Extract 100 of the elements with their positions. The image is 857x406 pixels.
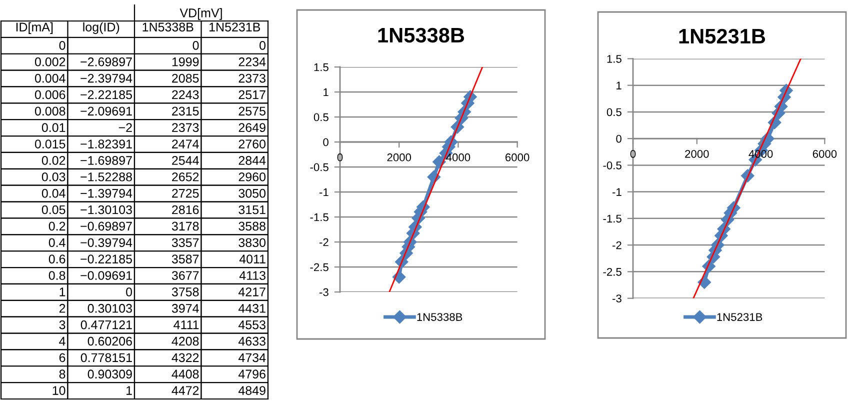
- data-label: 0.006: [34, 90, 66, 100]
- y-tick-label: -1.5: [603, 214, 622, 223]
- data-label: 0.60206: [88, 336, 132, 346]
- data-label: 2960: [238, 172, 266, 182]
- data-label: 2243: [172, 90, 199, 100]
- data-label: −0.09691: [80, 271, 132, 280]
- x-tick-label: log(ID): [83, 22, 120, 34]
- data-label: 2649: [238, 123, 266, 132]
- data-label: 4472: [172, 386, 199, 395]
- data-label: 0.4: [48, 238, 66, 248]
- data-label: 3: [59, 320, 66, 330]
- data-label: 0.477121: [80, 320, 132, 330]
- data-label: 3050: [238, 188, 266, 198]
- data-label: 2315: [172, 106, 199, 116]
- y-tick-label: -2.5: [310, 263, 328, 272]
- x-tick-label: 2000: [685, 150, 709, 158]
- data-label: 2474: [172, 140, 199, 148]
- data-label: 4208: [172, 336, 199, 346]
- y-tick-label: 0: [616, 134, 622, 143]
- data-label: 4217: [238, 288, 266, 296]
- data-label: 2085: [172, 74, 199, 83]
- data-label: −0.22185: [80, 254, 132, 264]
- y-tick-label: 0.5: [606, 108, 622, 116]
- data-label: 1: [126, 386, 132, 395]
- data-label: 3758: [172, 288, 199, 296]
- x-tick-label: 6000: [506, 153, 530, 162]
- x-tick-label: 0: [630, 150, 636, 158]
- data-label: 4796: [238, 370, 266, 379]
- data-label: −1.30103: [80, 205, 132, 214]
- y-tick-label: -1: [612, 188, 622, 196]
- data-label: 3974: [172, 304, 199, 313]
- data-label: −0.69897: [80, 222, 132, 231]
- y-tick-label: -1: [320, 188, 328, 196]
- data-label: 0.8: [48, 271, 66, 280]
- data-label: 4633: [238, 336, 266, 346]
- data-label: 4322: [172, 353, 199, 362]
- x-tick-label: 2000: [387, 153, 412, 162]
- y-tick-label: -0.5: [603, 161, 622, 170]
- data-label: 1999: [172, 57, 199, 66]
- data-label: 2373: [238, 74, 266, 83]
- data-label: 2725: [172, 188, 199, 198]
- x-tick-label: 6000: [812, 150, 837, 158]
- data-label: 0: [260, 40, 266, 50]
- data-label: −1.39794: [80, 188, 132, 198]
- chart-title: VD[mV]: [180, 8, 222, 20]
- data-label: 0.03: [42, 172, 66, 182]
- y-tick-label: 0: [323, 138, 328, 146]
- data-label: 0.02: [42, 156, 66, 165]
- data-label: −2.09691: [80, 106, 132, 116]
- data-label: 0.90309: [88, 370, 132, 379]
- data-label: 4431: [238, 304, 266, 313]
- data-label: 2234: [238, 57, 266, 66]
- data-label: 4011: [239, 254, 266, 264]
- data-label: 3357: [172, 238, 199, 248]
- data-label: 3587: [172, 254, 199, 264]
- data-label: 0.30103: [88, 304, 132, 313]
- x-tick-label: 0: [337, 153, 343, 162]
- data-label: 0.004: [34, 74, 66, 83]
- data-label: 2844: [238, 156, 266, 165]
- x-tick-label: 1N5231B: [210, 22, 260, 32]
- data-label: 2: [59, 304, 66, 313]
- y-tick-label: 1.5: [314, 63, 328, 72]
- data-label: 0.6: [48, 254, 66, 264]
- y-tick-label: 1: [616, 82, 622, 90]
- y-tick-label: 1.5: [607, 55, 622, 63]
- data-label: 0.01: [42, 123, 66, 132]
- data-label: 2652: [172, 172, 199, 182]
- x-tick-label: ID[mA]: [16, 22, 53, 34]
- data-label: −0.39794: [80, 238, 132, 248]
- data-label: 0.04: [42, 188, 66, 198]
- data-label: 3588: [238, 222, 266, 231]
- data-label: 0: [59, 40, 66, 50]
- y-tick-label: -3: [612, 294, 622, 302]
- data-label: 2373: [172, 123, 199, 132]
- y-tick-label: -2: [612, 241, 622, 250]
- x-tick-label: 1N5338B: [142, 22, 194, 32]
- y-tick-label: -0.5: [310, 163, 328, 172]
- data-label: 4849: [238, 386, 266, 395]
- data-label: −2.69897: [80, 57, 132, 66]
- data-label: 0.008: [34, 106, 66, 116]
- data-label: 10: [52, 386, 66, 395]
- data-label: −2: [118, 123, 132, 132]
- data-label: 4113: [239, 271, 266, 280]
- data-label: 0.05: [42, 205, 66, 214]
- y-tick-label: -2: [320, 238, 328, 246]
- data-label: 1: [60, 288, 66, 296]
- data-label: 3151: [238, 205, 266, 214]
- data-label: 8: [59, 370, 66, 379]
- data-label: −2.22185: [80, 90, 132, 100]
- data-label: 3830: [238, 238, 266, 248]
- y-tick-label: 0.5: [314, 113, 328, 122]
- data-label: 2517: [238, 90, 266, 100]
- y-tick-label: -1.5: [310, 213, 328, 222]
- data-label: 4553: [238, 320, 266, 330]
- data-label: 4408: [172, 370, 199, 379]
- data-label: 2816: [172, 205, 199, 214]
- data-label: 0.778151: [80, 353, 132, 362]
- y-tick-label: -2.5: [603, 268, 622, 276]
- data-label: 0.015: [34, 140, 66, 148]
- data-label: 0: [126, 288, 132, 296]
